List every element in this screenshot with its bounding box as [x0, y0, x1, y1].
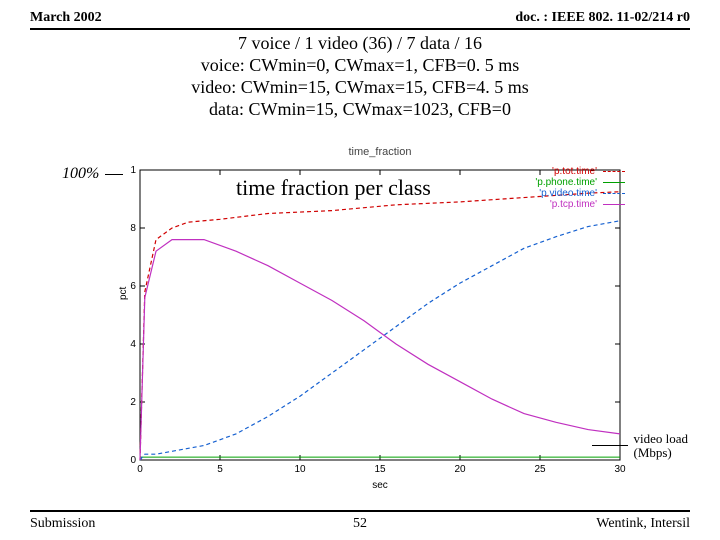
svg-text:0: 0: [137, 464, 143, 475]
hundred-pct-label: 100%: [62, 165, 99, 183]
legend-item: 'p.tcp.time': [535, 199, 625, 210]
svg-text:0.2: 0.2: [130, 397, 136, 408]
chart-legend: 'p.tot.time''p.phone.time''p.video.time'…: [535, 166, 625, 210]
x-axis-label: sec: [130, 480, 630, 491]
svg-text:0.4: 0.4: [130, 339, 136, 350]
video-load-l1: video load: [633, 432, 688, 446]
header-docid: doc. : IEEE 802. 11-02/214 r0: [515, 10, 690, 26]
video-load-tick: [592, 445, 628, 446]
svg-text:20: 20: [454, 464, 466, 475]
title-line-3: video: CWmin=15, CWmax=15, CFB=4. 5 ms: [0, 76, 720, 98]
title-line-1: 7 voice / 1 video (36) / 7 data / 16: [0, 32, 720, 54]
svg-text:1: 1: [130, 165, 136, 176]
legend-item: 'p.video.time': [535, 188, 625, 199]
title-line-4: data: CWmin=15, CWmax=1023, CFB=0: [0, 98, 720, 120]
video-load-label: video load (Mbps): [633, 432, 688, 460]
gnuplot-title: time_fraction: [130, 146, 630, 158]
header-date: March 2002: [30, 10, 102, 26]
svg-text:15: 15: [374, 464, 386, 475]
svg-text:30: 30: [614, 464, 626, 475]
chart-overlay-title: time fraction per class: [230, 175, 437, 201]
svg-text:0: 0: [130, 455, 136, 466]
svg-text:10: 10: [294, 464, 306, 475]
y-axis-label: pct: [118, 287, 129, 300]
svg-text:25: 25: [534, 464, 546, 475]
svg-text:0.6: 0.6: [130, 281, 136, 292]
svg-text:0.8: 0.8: [130, 223, 136, 234]
slide-title: 7 voice / 1 video (36) / 7 data / 16 voi…: [0, 32, 720, 120]
video-load-l2: (Mbps): [633, 446, 688, 460]
legend-item: 'p.tot.time': [535, 166, 625, 177]
title-line-2: voice: CWmin=0, CWmax=1, CFB=0. 5 ms: [0, 54, 720, 76]
svg-text:5: 5: [217, 464, 223, 475]
hundred-pct-tick: [105, 174, 123, 175]
header-rule: [30, 28, 690, 30]
footer-rule: [30, 510, 690, 512]
legend-item: 'p.phone.time': [535, 177, 625, 188]
footer-author: Wentink, Intersil: [596, 516, 690, 532]
